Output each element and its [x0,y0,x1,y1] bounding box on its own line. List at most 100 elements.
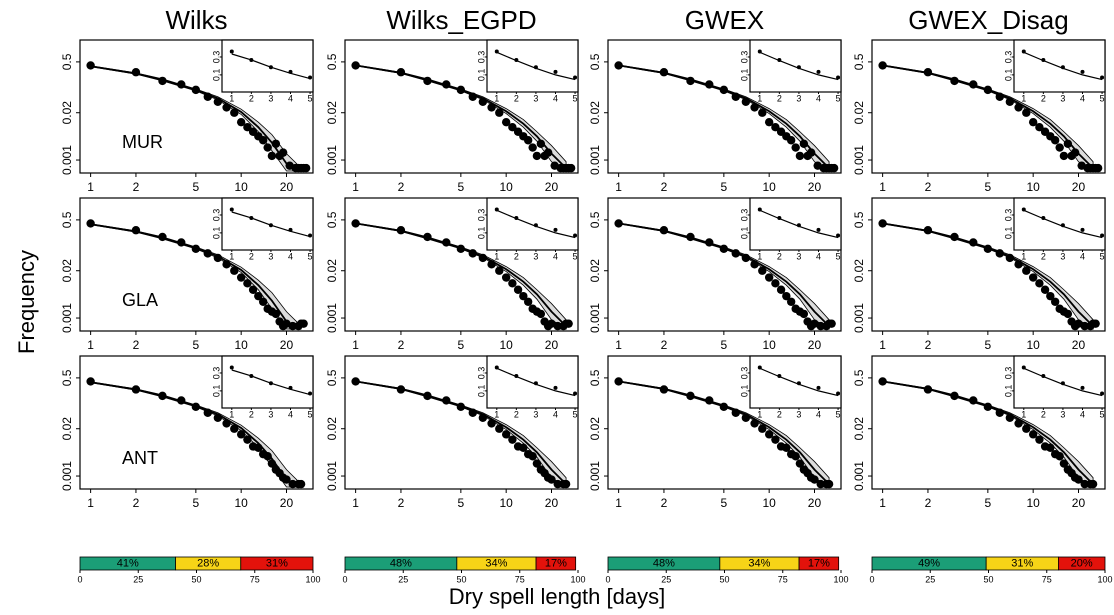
observed-point [659,385,669,394]
panel-title: Wilks [165,5,227,35]
observed-point [278,148,288,157]
observed-point [523,297,533,306]
observed-point [757,207,762,212]
observed-point [995,408,1004,417]
x-tick-label: 5 [1100,251,1105,261]
observed-point [983,85,993,95]
x-tick-label: 75 [1042,574,1052,584]
y-tick-label: 0.02 [325,417,339,441]
observed-point [230,108,239,117]
x-tick-label: 10 [234,496,248,510]
x-tick-label: 5 [573,409,578,419]
observed-point [771,279,780,288]
observed-point [983,244,993,254]
share-label: 17% [545,557,567,569]
x-tick-label: 4 [1080,93,1085,103]
observed-point [513,285,523,294]
x-tick-label: 5 [1100,93,1105,103]
observed-point [1063,309,1073,319]
observed-point [222,260,231,269]
observed-point [741,413,751,422]
observed-point [158,76,167,86]
observed-point [456,85,466,95]
observed-point [878,377,887,386]
y-tick-label: 0.5 [325,211,339,228]
y-tick-label: 0.1 [476,227,486,240]
observed-point [254,443,263,452]
observed-point [158,391,167,401]
y-tick-label: 0.3 [211,367,221,380]
y-tick-label: 0.3 [211,209,221,222]
x-tick-label: 5 [308,409,313,419]
observed-point [478,253,488,263]
x-tick-label: 20 [280,496,294,510]
y-tick-label: 0.02 [588,259,602,283]
observed-point [1022,266,1031,275]
y-tick-label: 0.001 [852,461,866,491]
panel-title: GWEX [685,5,764,35]
y-tick-label: 0.02 [852,259,866,283]
observed-point [236,117,246,127]
observed-point [177,238,186,247]
observed-point [553,227,558,232]
station-label: MUR [122,132,163,152]
observed-point [1021,49,1026,54]
y-tick-label: 0.1 [211,69,221,82]
observed-point [248,285,258,294]
observed-point [468,92,477,101]
observed-point [229,365,234,370]
observed-point [553,385,558,390]
y-tick-label: 0.1 [1003,385,1013,398]
x-tick-label: 100 [1097,574,1112,584]
observed-point [501,117,511,127]
share-label: 34% [485,557,507,569]
y-tick-label: 0.001 [852,145,866,175]
x-tick-label: 1 [1021,409,1026,419]
y-tick-label: 0.1 [1003,69,1013,82]
x-tick-label: 4 [553,93,558,103]
observed-point [923,226,933,235]
observed-point [533,65,538,70]
x-tick-label: 3 [533,409,538,419]
station-label: GLA [122,290,158,310]
observed-point [1035,435,1044,444]
x-tick-label: 0 [605,574,610,584]
x-tick-label: 25 [925,574,935,584]
x-tick-label: 75 [515,574,525,584]
x-tick-label: 5 [458,180,465,194]
y-tick-label: 0.001 [852,303,866,333]
observed-point [258,297,268,306]
observed-point [495,266,504,275]
x-tick-label: 4 [816,251,821,261]
inset-frame [1013,39,1106,93]
observed-point [816,385,821,390]
inset-frame [486,197,579,251]
share-label: 48% [390,557,412,569]
observed-point [396,385,406,394]
x-tick-label: 3 [533,251,538,261]
observed-point [836,75,841,80]
observed-point [243,122,252,132]
observed-point [950,76,959,86]
observed-point [495,424,504,433]
observed-point [836,233,841,238]
observed-point [487,260,496,269]
x-tick-label: 5 [308,251,313,261]
observed-point [229,49,234,54]
observed-point [1041,57,1046,62]
observed-point [1041,215,1046,220]
observed-point [494,207,499,212]
observed-point [301,163,311,173]
observed-point [764,117,774,127]
x-tick-label: 20 [1072,338,1086,352]
observed-point [564,319,573,328]
observed-point [1046,443,1055,452]
observed-point [750,103,759,112]
x-tick-label: 2 [514,251,519,261]
observed-point [351,61,360,70]
y-tick-label: 0.5 [588,211,602,228]
y-tick-label: 0.02 [60,101,74,125]
observed-point [1060,223,1065,228]
x-tick-label: 2 [249,93,254,103]
observed-point [750,260,759,269]
